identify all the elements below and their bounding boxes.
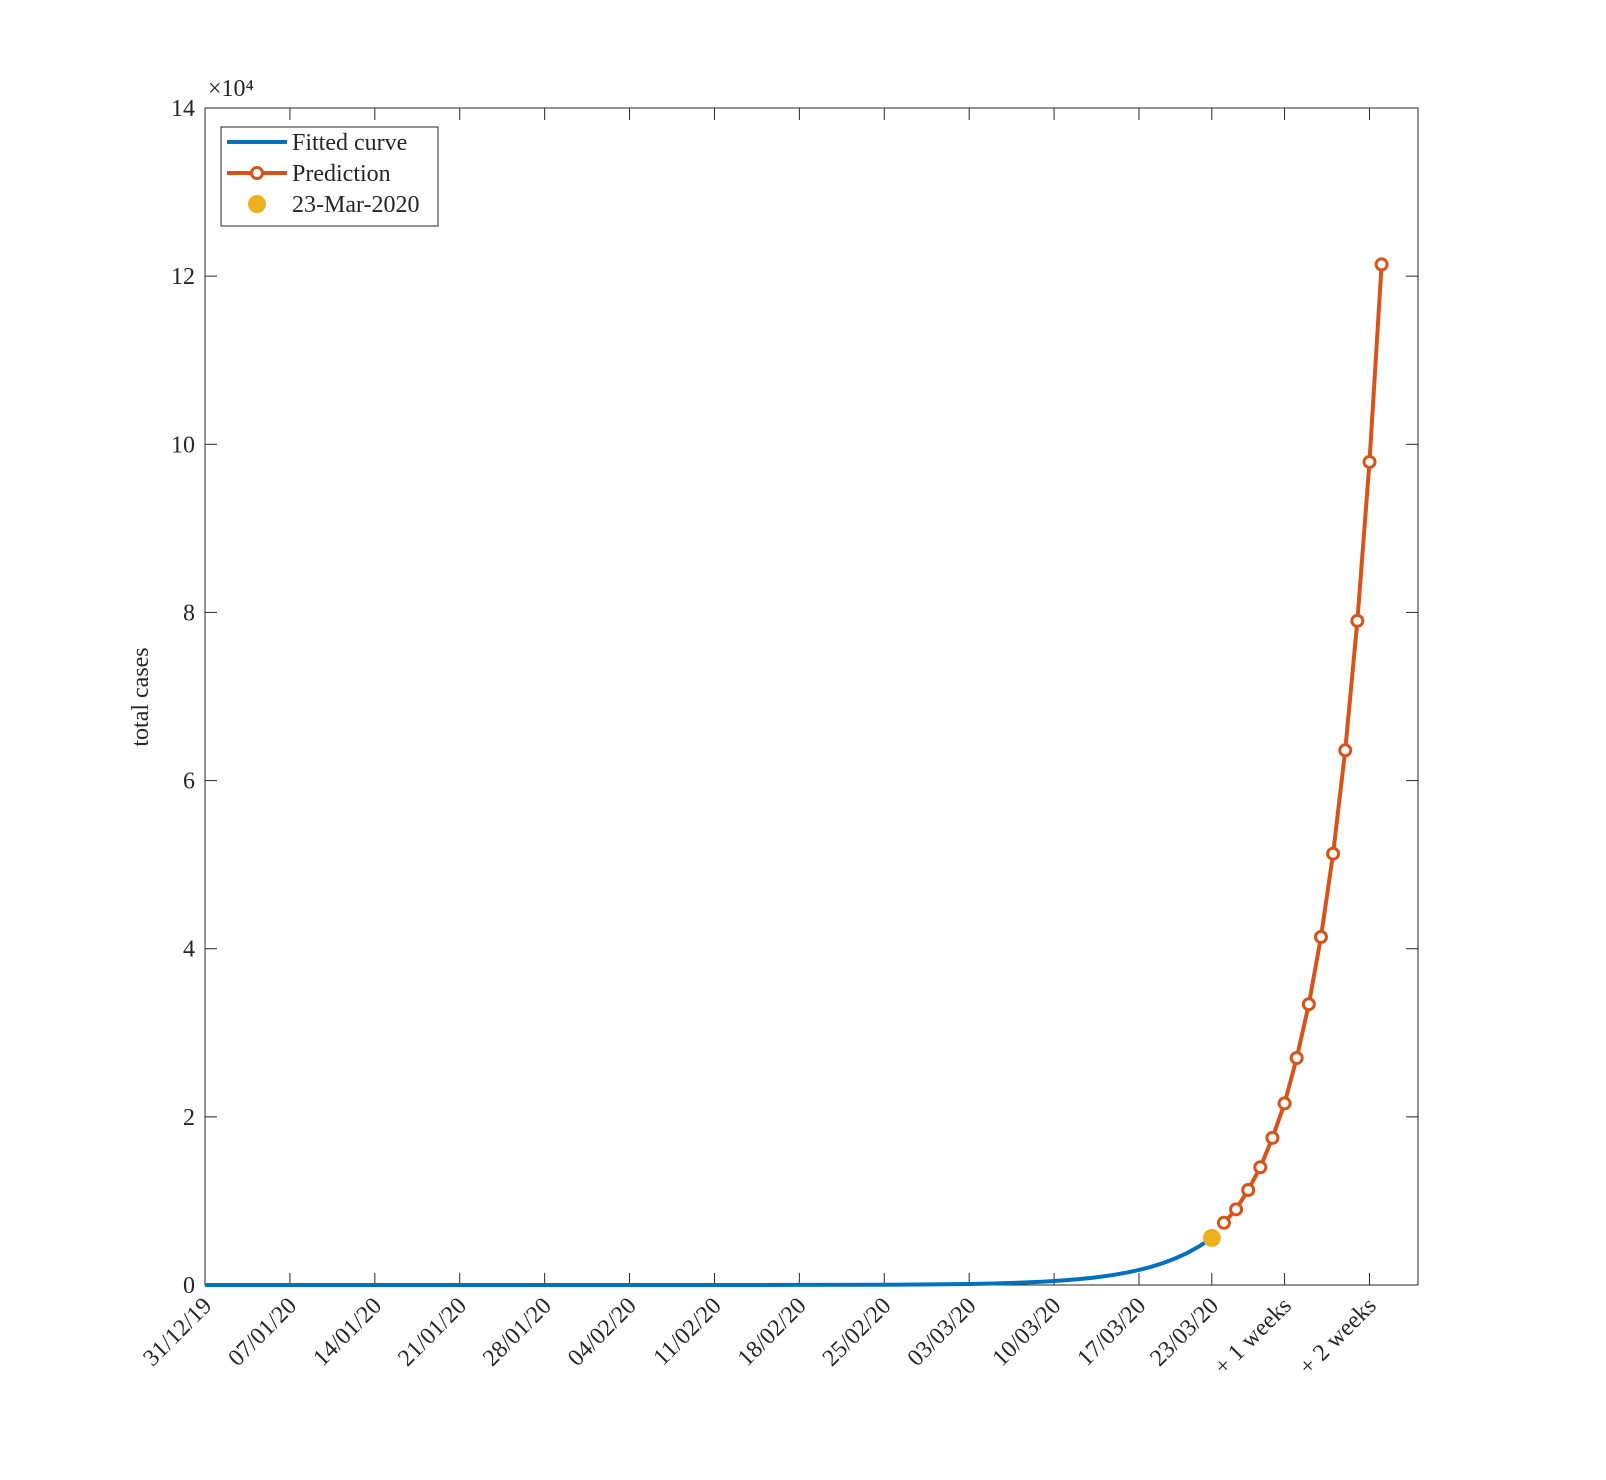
y-tick-label: 12 — [171, 264, 195, 290]
plot-box — [204, 107, 1419, 1286]
legend-swatch — [250, 166, 264, 180]
marker — [1241, 1182, 1256, 1197]
marker — [1277, 1096, 1292, 1111]
marker — [1362, 454, 1377, 469]
marker — [1326, 846, 1341, 861]
y-tick-label: 14 — [171, 96, 195, 122]
marker — [1313, 929, 1328, 944]
y-axis-label: total cases — [128, 647, 154, 746]
y-tick-label: 6 — [183, 769, 195, 795]
marker — [1229, 1202, 1244, 1217]
marker — [1374, 257, 1389, 272]
y-tick-label: 2 — [183, 1105, 195, 1131]
marker — [1301, 997, 1316, 1012]
marker — [1265, 1130, 1280, 1145]
legend: Fitted curve Prediction 23-Mar-2020 — [220, 126, 439, 227]
marker — [1202, 1228, 1221, 1247]
legend-label: Prediction — [292, 161, 391, 187]
series-line — [205, 1236, 1213, 1287]
legend-label: 23-Mar-2020 — [292, 192, 420, 218]
y-tick-label: 4 — [183, 937, 195, 963]
legend-swatch — [248, 195, 266, 213]
marker — [1338, 743, 1353, 758]
legend-label: Fitted curve — [292, 130, 407, 156]
y-tick-label: 0 — [183, 1273, 195, 1299]
y-tick-label: 10 — [171, 432, 195, 458]
marker — [1350, 613, 1365, 628]
y-tick-label: 8 — [183, 600, 195, 626]
y-exponent: ×10⁴ — [208, 76, 254, 102]
marker — [1253, 1160, 1268, 1175]
marker — [1216, 1215, 1231, 1230]
marker — [1289, 1051, 1304, 1066]
